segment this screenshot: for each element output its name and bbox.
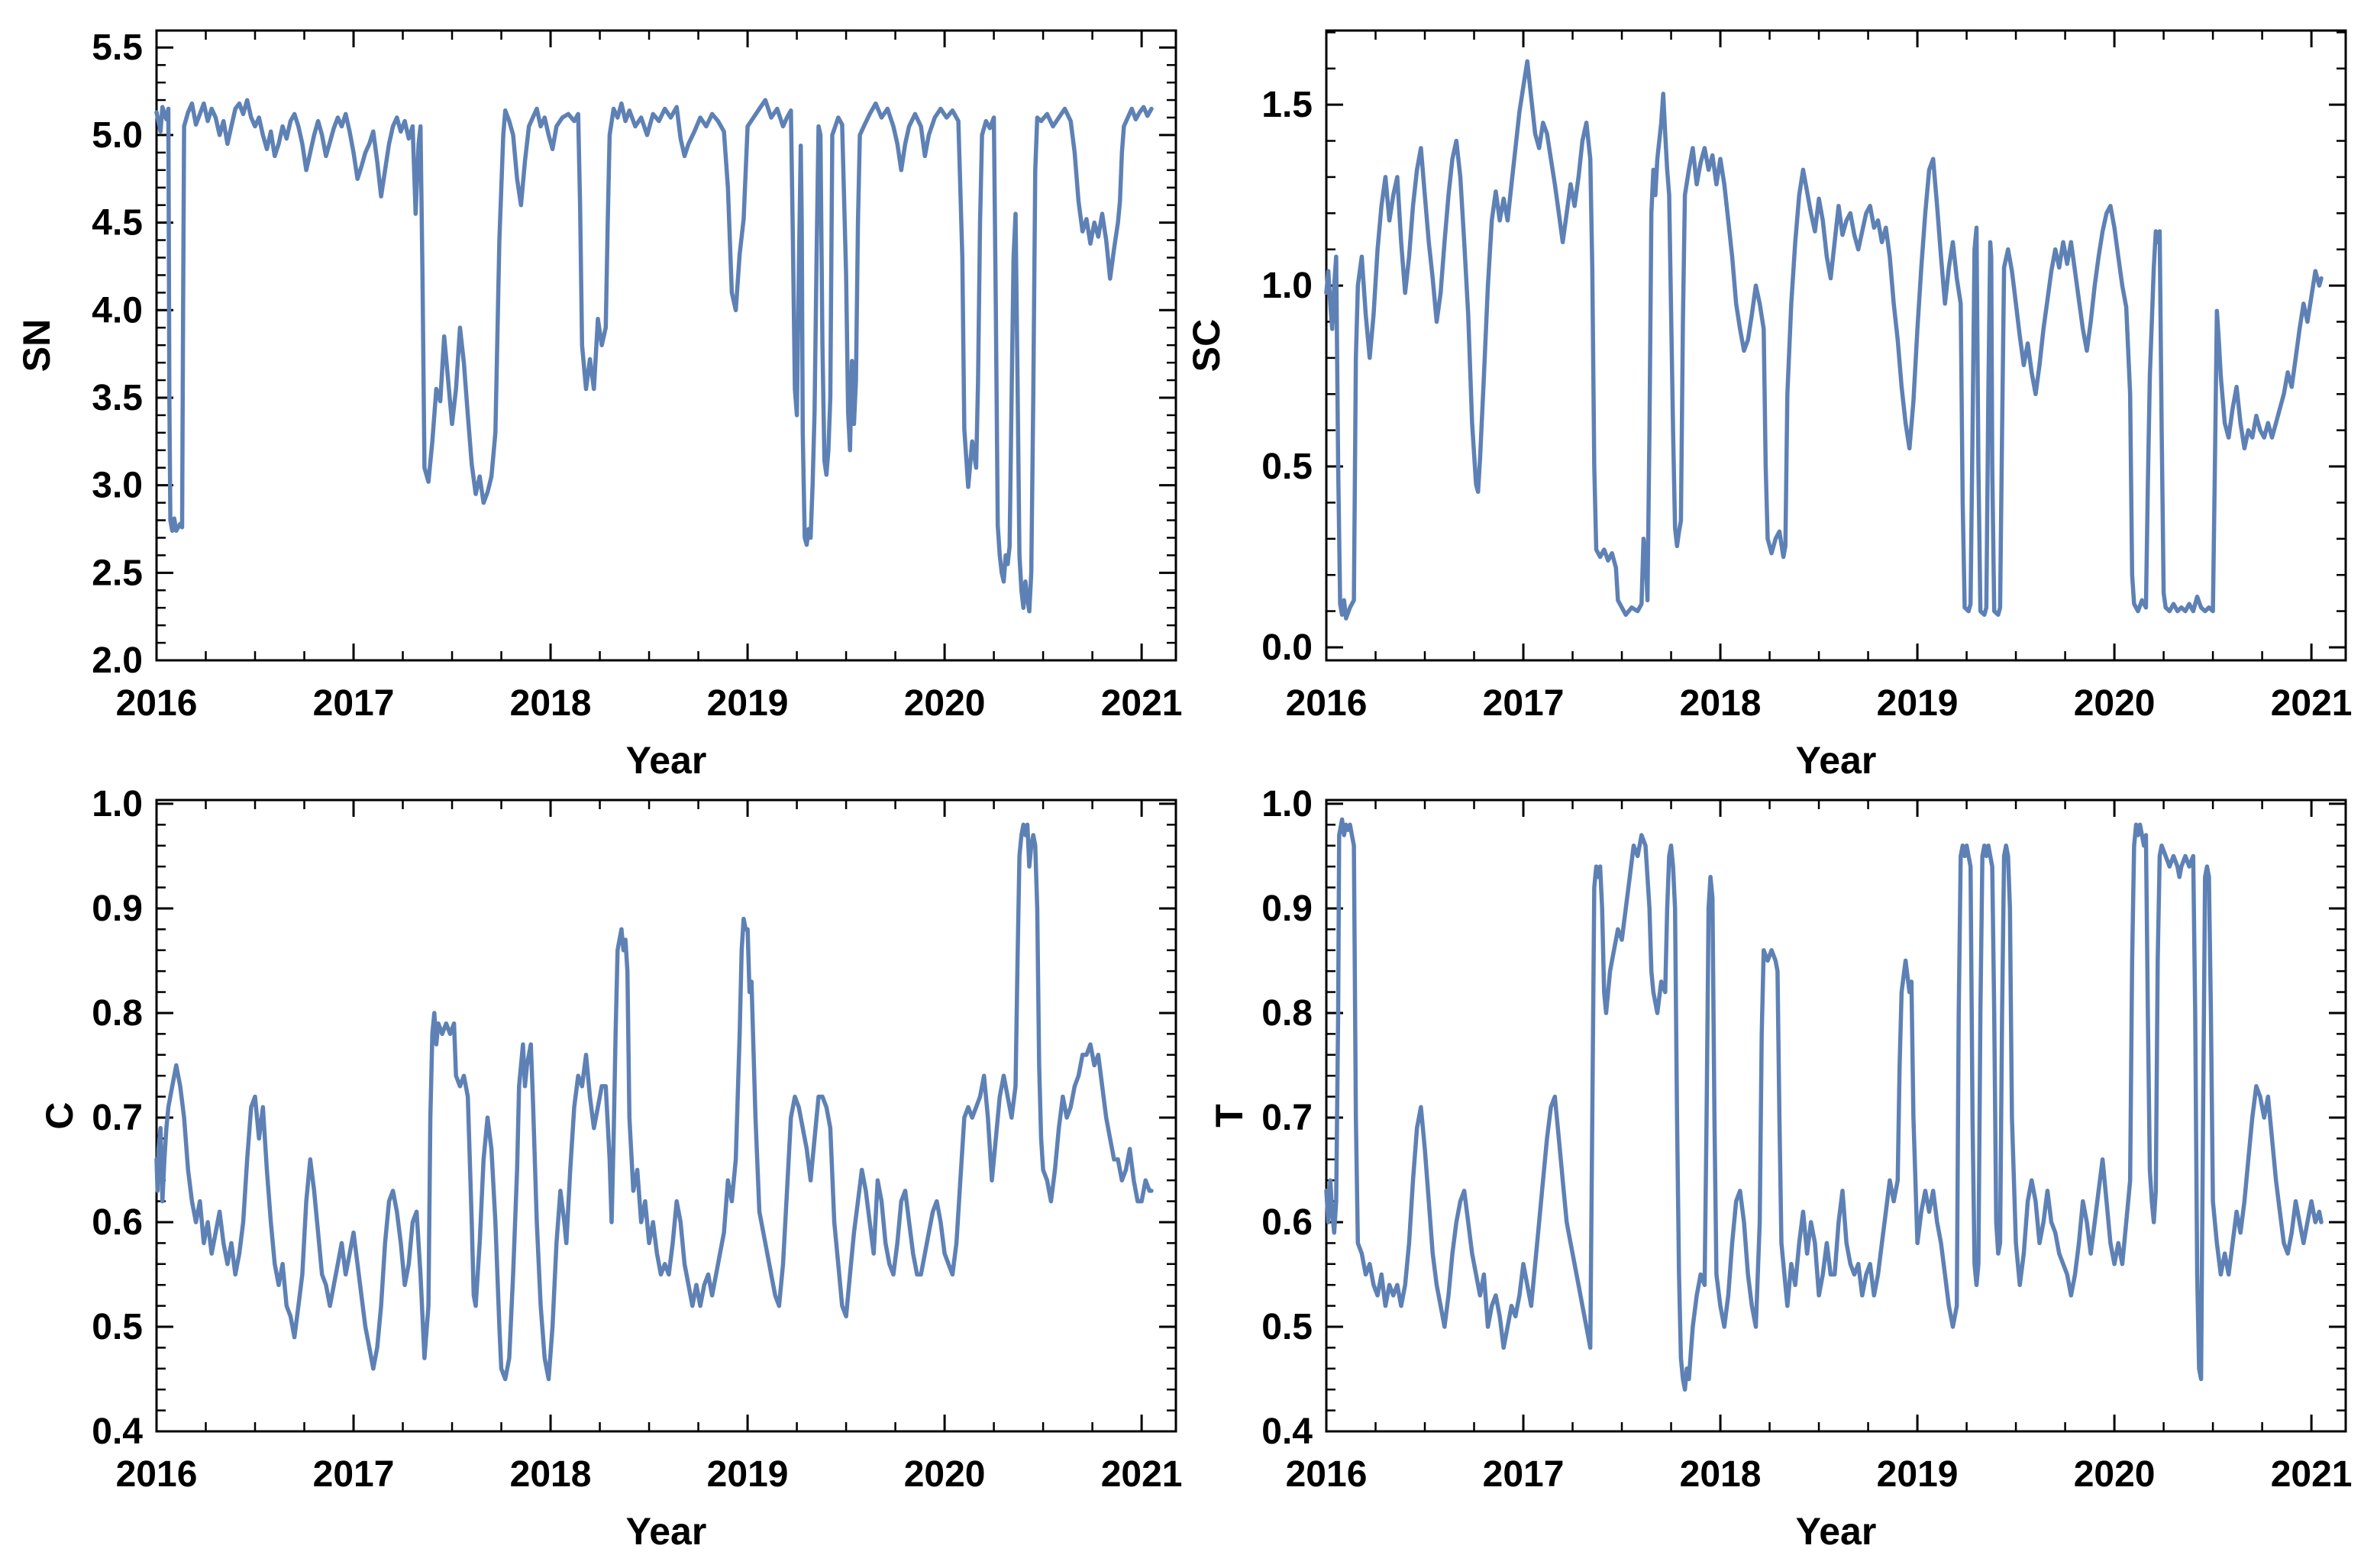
y-tick-label: 1.5	[1261, 85, 1313, 125]
y-tick-label: 1.0	[1261, 266, 1313, 306]
x-tick-label: 2021	[2271, 1454, 2353, 1495]
x-tick-label: 2016	[116, 683, 198, 724]
y-tick-label: 0.6	[92, 1202, 143, 1243]
y-tick-label: 0.5	[1261, 1307, 1313, 1347]
x-tick-label: 2021	[2271, 683, 2353, 724]
sc-plot: 2016 2017 2018 2019 2020 2021 0.0 0.5 1.0 1.5 Year…	[1188, 29, 2353, 782]
x-tick-label: 2019	[1877, 683, 1959, 724]
y-tick-label: 0.7	[1261, 1098, 1313, 1138]
sc-xaxis-title: Year	[1796, 739, 1877, 782]
x-tick-label: 2018	[510, 1454, 592, 1495]
chart-panel-sc: 2016 2017 2018 2019 2020 2021 0.0 0.5 1.0 1.5 Year…	[1188, 0, 2377, 784]
c-plot: 2016 2017 2018 2019 2020 2021 0.4 0.5 0.6 0.7 0.8 0…	[38, 784, 1183, 1553]
x-tick-label: 2016	[1286, 683, 1368, 724]
y-tick-label: 5.0	[92, 115, 143, 156]
sn-plot: 2016 2017 2018 2019 2020 2021 2.0 2.5 3.0 3.5 4.0 4…	[15, 27, 1183, 782]
x-tick-label: 2019	[707, 683, 789, 724]
sn-xaxis-title: Year	[626, 739, 707, 782]
y-tick-label: 0.5	[92, 1307, 143, 1347]
y-tick-label: 0.5	[1261, 447, 1313, 487]
y-tick-label: 3.0	[92, 466, 143, 506]
c-frame	[155, 799, 1177, 1433]
x-tick-label: 2019	[707, 1454, 789, 1495]
y-tick-label: 4.0	[92, 290, 143, 331]
t-yaxis-title: T	[1208, 1104, 1251, 1128]
y-tick-label: 1.0	[1261, 784, 1313, 824]
t-plot: 2016 2017 2018 2019 2020 2021 0.4 0.5 0.6 0.7 0.8 0…	[1208, 784, 2353, 1553]
c-yaxis-title: C	[38, 1102, 81, 1129]
x-tick-label: 2017	[1483, 1454, 1565, 1495]
c-series-line	[154, 822, 1154, 1382]
y-tick-label: 0.4	[1261, 1412, 1313, 1452]
c-xaxis-title: Year	[626, 1510, 707, 1553]
sc-frame	[1325, 29, 2347, 662]
y-tick-label: 3.5	[92, 378, 143, 418]
x-tick-label: 2018	[1680, 1454, 1762, 1495]
x-tick-label: 2017	[313, 1454, 395, 1495]
x-tick-label: 2017	[313, 683, 395, 724]
x-tick-label: 2020	[904, 1454, 986, 1495]
t-xaxis-title: Year	[1796, 1510, 1877, 1553]
y-tick-label: 0.4	[92, 1412, 143, 1452]
y-tick-label: 0.7	[92, 1098, 143, 1138]
x-tick-label: 2020	[904, 683, 986, 724]
y-tick-label: 0.9	[1261, 889, 1313, 929]
y-tick-label: 1.0	[92, 784, 143, 824]
y-tick-label: 5.5	[92, 27, 143, 68]
sc-series-line	[1324, 59, 2324, 621]
sn-frame	[155, 29, 1177, 662]
sn-yaxis-title: SN	[15, 319, 58, 372]
x-tick-label: 2020	[2074, 683, 2156, 724]
t-series-line	[1324, 817, 2324, 1392]
x-tick-label: 2016	[116, 1454, 198, 1495]
y-tick-label: 0.9	[92, 889, 143, 929]
x-tick-label: 2021	[1101, 1454, 1183, 1495]
chart-panel-c: 2016 2017 2018 2019 2020 2021 0.4 0.5 0.6 0.7 0.8 0…	[0, 784, 1188, 1568]
y-tick-label: 0.0	[1261, 628, 1313, 668]
sc-yaxis-title: SC	[1188, 319, 1228, 372]
y-tick-label: 2.5	[92, 553, 143, 593]
y-tick-label: 2.0	[92, 640, 143, 681]
y-tick-label: 0.8	[1261, 993, 1313, 1034]
chart-panel-sn: 2016 2017 2018 2019 2020 2021 2.0 2.5 3.0 3.5 4.0 4…	[0, 0, 1188, 784]
sn-series-line	[154, 98, 1154, 614]
x-tick-label: 2021	[1101, 683, 1183, 724]
y-tick-label: 0.8	[92, 993, 143, 1034]
x-tick-label: 2016	[1286, 1454, 1368, 1495]
y-tick-label: 0.6	[1261, 1202, 1313, 1243]
x-tick-label: 2018	[1680, 683, 1762, 724]
x-tick-label: 2018	[510, 683, 592, 724]
chart-panel-t: 2016 2017 2018 2019 2020 2021 0.4 0.5 0.6 0.7 0.8 0…	[1188, 784, 2377, 1568]
x-tick-label: 2019	[1877, 1454, 1959, 1495]
x-tick-label: 2020	[2074, 1454, 2156, 1495]
x-tick-label: 2017	[1483, 683, 1565, 724]
t-frame	[1325, 799, 2347, 1433]
y-tick-label: 4.5	[92, 203, 143, 244]
